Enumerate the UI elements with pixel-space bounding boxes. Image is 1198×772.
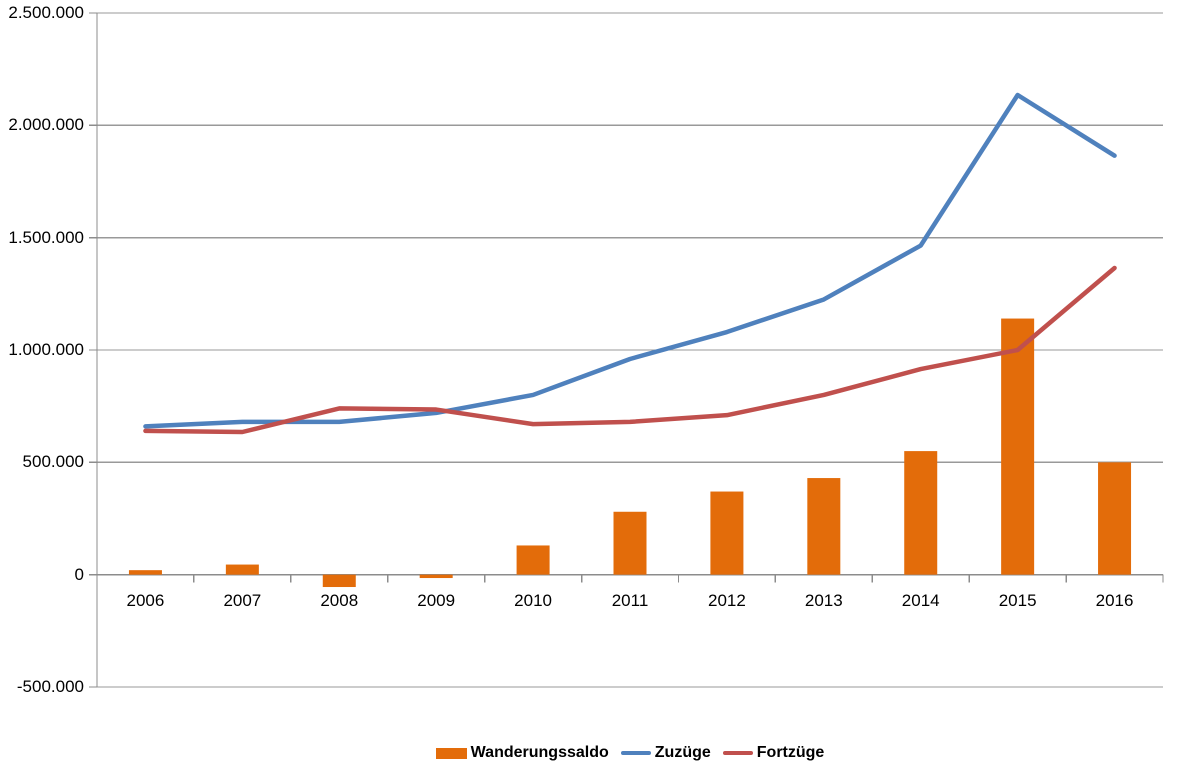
- legend-line-swatch-icon: [620, 751, 651, 755]
- x-axis-tick-label: 2011: [611, 591, 649, 610]
- y-axis-tick-label: 1.000.000: [8, 340, 84, 359]
- y-axis-tick-label: 500.000: [22, 452, 84, 472]
- bar: [710, 491, 744, 575]
- x-axis-tick-label: 2008: [320, 591, 359, 610]
- x-axis: [96, 573, 1164, 583]
- x-axis-tick-label: 2013: [804, 591, 843, 610]
- bar: [807, 478, 841, 575]
- line-fortzüge: [143, 265, 1117, 435]
- bars-wanderungssaldo: [128, 318, 1132, 588]
- x-axis-tick-label: 2012: [707, 591, 746, 610]
- legend-label-zuzuege: Zuzüge: [654, 744, 711, 761]
- bar: [904, 451, 938, 575]
- bar: [322, 574, 356, 588]
- legend-label-fortzuege: Fortzüge: [756, 744, 825, 761]
- bar: [516, 545, 550, 575]
- bar: [419, 574, 453, 579]
- bar: [613, 511, 647, 575]
- legend-item-wanderungssaldo: Wanderungssaldo: [435, 744, 609, 762]
- y-axis: [89, 12, 98, 688]
- x-axis-tick-label: 2016: [1095, 591, 1134, 610]
- y-axis-tick-label: 0: [74, 564, 84, 584]
- legend-label-wanderungssaldo: Wanderungssaldo: [470, 744, 609, 761]
- x-axis-tick-label: 2006: [126, 591, 165, 610]
- legend-bar-swatch-icon: [435, 747, 467, 759]
- x-axis-tick-label: 2015: [998, 591, 1037, 610]
- x-axis-tick-label: 2009: [417, 591, 456, 610]
- bar: [225, 564, 259, 575]
- bar: [1098, 462, 1132, 575]
- legend-item-zuzuege: Zuzüge: [620, 744, 711, 762]
- y-axis-tick-label: 1.500.000: [8, 227, 84, 247]
- bar: [1001, 318, 1035, 575]
- line-zuzüge: [143, 92, 1117, 429]
- legend: Wanderungssaldo Zuzüge Fortzüge: [97, 741, 1163, 765]
- legend-item-fortzuege: Fortzüge: [722, 744, 825, 762]
- y-axis-tick-label: -500.000: [16, 677, 84, 696]
- x-axis-tick-label: 2007: [223, 591, 262, 610]
- y-axis-tick-label: 2.000.000: [8, 115, 84, 135]
- y-axis-tick-label: 2.500.000: [8, 3, 84, 22]
- legend-line-swatch-icon: [722, 751, 753, 755]
- x-axis-tick-label: 2014: [901, 591, 940, 610]
- x-axis-tick-label: 2010: [514, 591, 552, 610]
- bar: [128, 570, 162, 575]
